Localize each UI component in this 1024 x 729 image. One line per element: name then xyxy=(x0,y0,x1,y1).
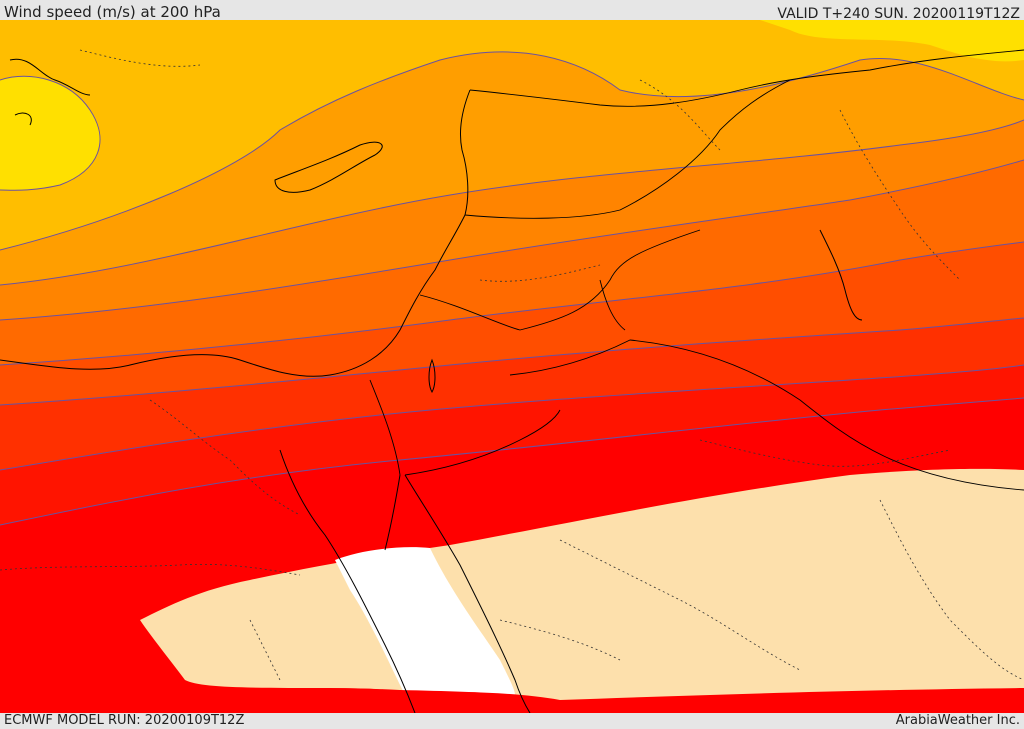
footer-bar: ECMWF MODEL RUN: 20200109T12Z ArabiaWeat… xyxy=(0,713,1024,729)
country-borders xyxy=(369,49,1024,491)
band-red-bottom xyxy=(180,688,1024,713)
coastlines xyxy=(0,58,863,713)
model-run: ECMWF MODEL RUN: 20200109T12Z xyxy=(4,713,245,728)
band-beige xyxy=(140,468,1024,713)
band-white xyxy=(335,547,515,695)
chart-title: Wind speed (m/s) at 200 hPa xyxy=(4,3,221,21)
wind-speed-map xyxy=(0,20,1024,713)
contour-lines xyxy=(0,51,1024,526)
header-bar: Wind speed (m/s) at 200 hPa VALID T+240 … xyxy=(0,0,1024,22)
province-borders xyxy=(0,49,1024,681)
credit: ArabiaWeather Inc. xyxy=(895,713,1020,728)
band-yellow-right xyxy=(760,20,1024,62)
valid-time: VALID T+240 SUN. 20200119T12Z xyxy=(777,6,1020,22)
band-yellow-left xyxy=(0,76,100,191)
